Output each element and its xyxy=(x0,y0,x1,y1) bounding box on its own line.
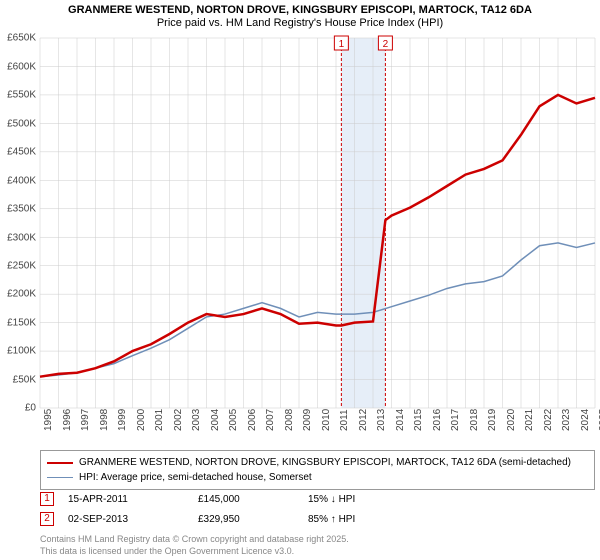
footer-line-1: Contains HM Land Registry data © Crown c… xyxy=(40,534,349,546)
marker-badge-2: 2 xyxy=(40,512,54,526)
sale-row-2: 2 02-SEP-2013 £329,950 85% ↑ HPI xyxy=(40,512,355,526)
chart-area: £0£50K£100K£150K£200K£250K£300K£350K£400… xyxy=(0,33,600,443)
legend: GRANMERE WESTEND, NORTON DROVE, KINGSBUR… xyxy=(40,450,595,490)
svg-text:1: 1 xyxy=(339,39,345,50)
chart-subtitle: Price paid vs. HM Land Registry's House … xyxy=(0,17,600,33)
chart-title: GRANMERE WESTEND, NORTON DROVE, KINGSBUR… xyxy=(0,0,600,17)
plot-svg: 12 xyxy=(40,38,595,408)
sale-date-2: 02-SEP-2013 xyxy=(68,514,198,525)
sale-price-1: £145,000 xyxy=(198,494,308,505)
sale-row-1: 1 15-APR-2011 £145,000 15% ↓ HPI xyxy=(40,492,355,506)
svg-text:2: 2 xyxy=(383,39,389,50)
marker-badge-1: 1 xyxy=(40,492,54,506)
chart-container: GRANMERE WESTEND, NORTON DROVE, KINGSBUR… xyxy=(0,0,600,560)
sale-price-2: £329,950 xyxy=(198,514,308,525)
sale-delta-1: 15% ↓ HPI xyxy=(308,494,355,505)
sale-delta-2: 85% ↑ HPI xyxy=(308,514,355,525)
sale-date-1: 15-APR-2011 xyxy=(68,494,198,505)
footer-line-2: This data is licensed under the Open Gov… xyxy=(40,546,349,558)
footer: Contains HM Land Registry data © Crown c… xyxy=(40,534,349,557)
